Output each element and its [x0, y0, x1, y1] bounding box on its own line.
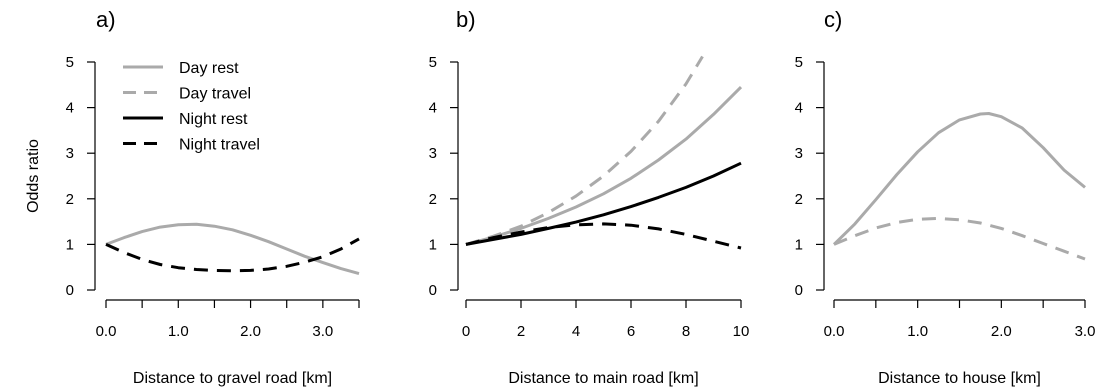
- series-line-night-rest: [465, 161, 742, 246]
- y-tick-label: 2: [66, 191, 74, 208]
- legend-label: Day rest: [179, 60, 239, 77]
- y-tick-label: 5: [429, 54, 437, 71]
- series-line-night-travel: [105, 237, 360, 273]
- y-tick-label: 1: [66, 236, 74, 253]
- series-line-day-rest: [465, 86, 743, 246]
- series-line-day-rest: [832, 112, 1086, 246]
- panel-2: 0 1 2 3 4 5 0 2 4 6 8 10 Distance to main road [km] b…: [429, 7, 750, 387]
- y-tick-label: 3: [66, 145, 74, 162]
- legend-label: Night rest: [179, 111, 248, 128]
- y-tick-label: 3: [795, 145, 803, 162]
- panel-1: 0 1 2 3 4 5 0.0 1.0 2.0 3.0 Distance to gravel roa…: [25, 7, 360, 387]
- x-tick-label: 0: [462, 323, 470, 340]
- y-tick-label: 4: [429, 100, 437, 117]
- y-tick-label: 0: [795, 282, 803, 299]
- panel-label: a): [96, 7, 116, 32]
- series-line-day-rest: [105, 222, 360, 276]
- series-line-day-travel: [465, 55, 704, 246]
- x-tick-label: 3.0: [312, 323, 333, 340]
- x-tick-label: 1.0: [907, 323, 928, 340]
- y-tick-label: 1: [795, 236, 803, 253]
- x-tick-label: 4: [572, 323, 580, 340]
- x-tick-label: 10: [733, 323, 750, 340]
- legend-label: Night travel: [179, 137, 260, 154]
- x-tick-label: 6: [627, 323, 635, 340]
- x-tick-label: 0.0: [824, 323, 845, 340]
- x-axis-title: Distance to main road [km]: [508, 370, 698, 387]
- x-axis-title: Distance to gravel road [km]: [133, 370, 332, 387]
- x-tick-label: 2: [517, 323, 525, 340]
- x-tick-label: 1.0: [168, 323, 189, 340]
- x-tick-label: 8: [682, 323, 690, 340]
- legend-label: Day travel: [179, 86, 251, 103]
- panel-label: c): [824, 7, 842, 32]
- legend: Day rest Day travel Night rest Night travel: [123, 60, 260, 154]
- y-tick-label: 0: [66, 282, 74, 299]
- x-tick-label: 3.0: [1075, 323, 1096, 340]
- series-line-night-travel: [465, 222, 742, 250]
- panel-3: 0 1 2 3 4 5 0.0 1.0 2.0 3.0 Distance to house [km]…: [795, 7, 1096, 387]
- y-tick-label: 4: [795, 100, 803, 117]
- y-tick-label: 1: [429, 236, 437, 253]
- y-tick-label: 4: [66, 100, 74, 117]
- y-tick-label: 2: [795, 191, 803, 208]
- y-tick-label: 5: [66, 54, 74, 71]
- y-tick-label: 3: [429, 145, 437, 162]
- y-tick-label: 0: [429, 282, 437, 299]
- y-axis-title: Odds ratio: [25, 139, 42, 213]
- y-tick-label: 5: [795, 54, 803, 71]
- x-tick-label: 0.0: [96, 323, 117, 340]
- y-tick-label: 2: [429, 191, 437, 208]
- x-tick-label: 2.0: [991, 323, 1012, 340]
- panel-label: b): [456, 7, 476, 32]
- x-axis-title: Distance to house [km]: [878, 370, 1041, 387]
- series-line-day-travel: [833, 216, 1086, 261]
- x-tick-label: 2.0: [240, 323, 261, 340]
